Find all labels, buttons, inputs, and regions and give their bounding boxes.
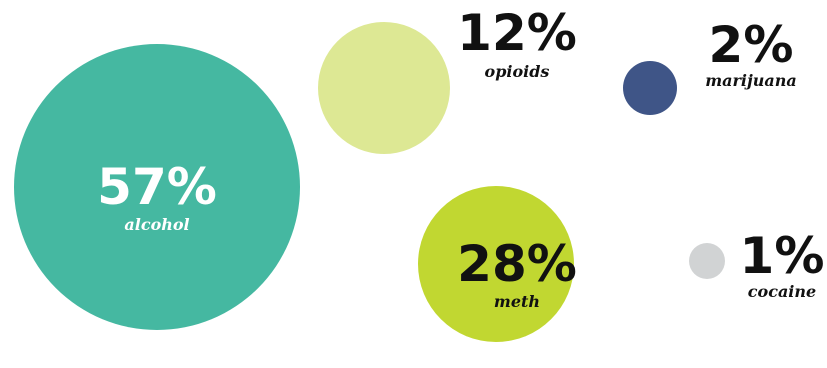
value-label-marijuana: 2%: [709, 16, 794, 74]
bubble-meth: [418, 186, 574, 342]
value-label-cocaine: 1%: [740, 227, 825, 285]
value-label-alcohol: 57%: [97, 158, 217, 216]
bubble-marijuana: [623, 61, 677, 115]
category-label-cocaine: cocaine: [748, 282, 816, 301]
bubble-alcohol: [14, 44, 300, 330]
category-label-alcohol: alcohol: [124, 215, 189, 234]
category-label-marijuana: marijuana: [705, 71, 797, 90]
category-label-meth: meth: [494, 292, 540, 311]
category-label-opioids: opioids: [485, 62, 550, 81]
bubble-cocaine: [689, 243, 725, 279]
value-label-opioids: 12%: [457, 4, 577, 62]
value-label-meth: 28%: [457, 235, 577, 293]
bubble-opioids: [318, 22, 450, 154]
